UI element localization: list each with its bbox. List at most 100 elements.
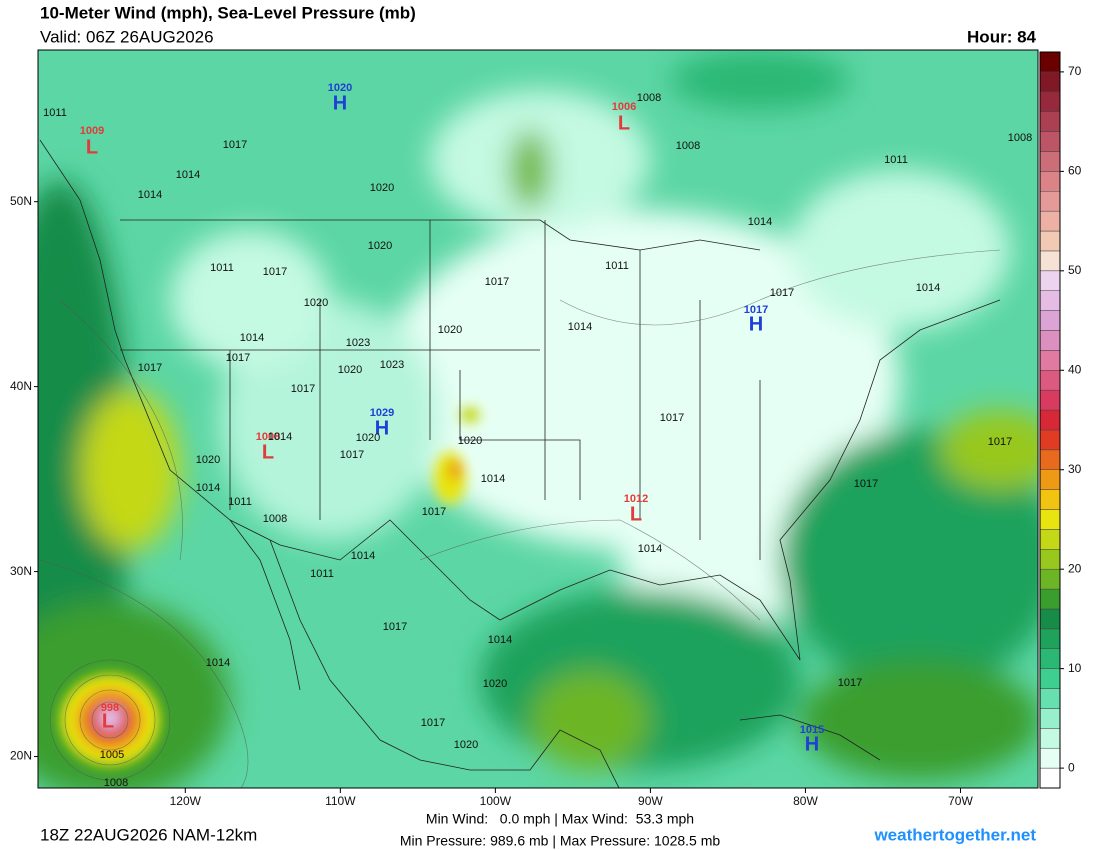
isobar-label: 1017 xyxy=(226,352,250,364)
center-value: 1012 xyxy=(624,493,648,505)
pressure-stats: Min Pressure: 989.6 mb | Max Pressure: 1… xyxy=(400,833,721,849)
colorbar-bin xyxy=(1039,628,1061,650)
isobar-label: 1014 xyxy=(176,169,200,181)
map-frame xyxy=(37,49,1039,789)
colorbar-bin xyxy=(1039,310,1061,331)
isobar-label: 1020 xyxy=(356,432,380,444)
isobar-label: 1008 xyxy=(637,92,661,104)
isobar-label: 1020 xyxy=(438,324,462,336)
colorbar-bin xyxy=(1039,350,1061,371)
isobar-label: 1014 xyxy=(748,216,772,228)
colorbar-bin xyxy=(1039,469,1061,490)
colorbar-bin xyxy=(1039,151,1061,172)
isobars xyxy=(39,249,1001,788)
isobar-label: 1020 xyxy=(454,739,478,751)
colorbar-bin xyxy=(1039,171,1061,192)
center-value: 1015 xyxy=(800,724,824,736)
isobar-label: 1020 xyxy=(368,240,392,252)
colorbar-bin xyxy=(1039,608,1061,630)
site-link[interactable]: weathertogether.net xyxy=(873,825,1036,844)
isobar-label: 1014 xyxy=(488,634,512,646)
center-letter: H xyxy=(375,417,389,439)
isobar-label: 1017 xyxy=(291,383,315,395)
colorbar-bin xyxy=(1039,549,1061,570)
colorbar-tick-label: 60 xyxy=(1068,164,1082,178)
colorbar-tick-label: 50 xyxy=(1068,263,1082,277)
boundaries xyxy=(39,139,1001,788)
isobar-label: 1023 xyxy=(346,337,370,349)
center-value: 998 xyxy=(101,702,119,714)
isobar-label: 1023 xyxy=(380,359,404,371)
center-letter: L xyxy=(262,441,274,463)
isobar-label: 1017 xyxy=(770,287,794,299)
lat-tick-label: 50N xyxy=(10,194,32,208)
wind-maxima xyxy=(60,407,480,766)
colorbar-bin xyxy=(1039,747,1061,769)
lat-tick-label: 20N xyxy=(10,749,32,763)
colorbar-bin xyxy=(1039,71,1061,93)
isobar-label: 1020 xyxy=(304,297,328,309)
colorbar-bin xyxy=(1039,728,1061,749)
lat-tick-label: 40N xyxy=(10,379,32,393)
isobar-label: 1008 xyxy=(1008,132,1032,144)
colorbar-bin xyxy=(1039,568,1061,590)
lon-tick-label: 90W xyxy=(638,794,663,808)
isobar-label: 1020 xyxy=(483,678,507,690)
forecast-hour: Hour: 84 xyxy=(967,27,1037,46)
lon-tick-label: 70W xyxy=(948,794,973,808)
colorbar-bin xyxy=(1039,91,1061,112)
colorbar-bin xyxy=(1039,588,1061,610)
colorbar-bin xyxy=(1039,708,1061,729)
isobar-label: 1014 xyxy=(240,332,264,344)
isobar-label: 1014 xyxy=(196,482,220,494)
colorbar-tick-label: 70 xyxy=(1068,64,1082,78)
axes: 120W 110W 100W 90W 80W 70W 20N 30N 40N 50N xyxy=(10,194,974,808)
isobar-label: 1017 xyxy=(988,436,1012,448)
valid-time: Valid: 06Z 26AUG2026 xyxy=(40,27,214,46)
colorbar-bin xyxy=(1039,230,1061,252)
colorbar-bin xyxy=(1039,688,1061,709)
colorbar-tick-label: 40 xyxy=(1068,362,1082,376)
isobar-label: 1014 xyxy=(268,431,292,443)
isobar-label: 1011 xyxy=(228,496,252,508)
isobar-label: 1014 xyxy=(351,550,375,562)
model-run: 18Z 22AUG2026 NAM-12km xyxy=(40,825,257,844)
wind-stats: Min Wind: 0.0 mph | Max Wind: 53.3 mph xyxy=(426,811,694,827)
colorbar-bin xyxy=(1039,668,1061,689)
colorbar-bin xyxy=(1039,449,1061,470)
colorbar-frame xyxy=(1039,51,1061,789)
colorbar-tick-label: 20 xyxy=(1068,561,1082,575)
colorbar-bin xyxy=(1039,330,1061,351)
isobar-label: 1008 xyxy=(263,513,287,525)
isobar-label: 1014 xyxy=(138,189,162,201)
isobar-label: 1014 xyxy=(568,321,592,333)
isobar-label: 1017 xyxy=(422,506,446,518)
colorbar-bin xyxy=(1039,290,1061,311)
center-letter: H xyxy=(333,92,347,114)
lon-tick-label: 120W xyxy=(170,794,202,808)
isobar-label: 1011 xyxy=(210,262,234,274)
center-letter: L xyxy=(102,710,114,732)
isobar-label: 1020 xyxy=(458,435,482,447)
colorbar-bin xyxy=(1039,767,1061,789)
isobar-label: 1017 xyxy=(383,621,407,633)
pressure-centers: 1009 L 1020 H 1006 L 1017 H 1029 H 1008 … xyxy=(80,82,824,755)
isobar-label: 1005 xyxy=(100,749,124,761)
center-letter: L xyxy=(86,136,98,158)
isobar-label: 1017 xyxy=(138,362,162,374)
colorbar-tick-label: 0 xyxy=(1068,760,1075,774)
center-value: 1009 xyxy=(80,125,104,137)
colorbar-tick-label: 30 xyxy=(1068,462,1082,476)
colorbar-bin xyxy=(1039,409,1061,431)
colorbar-bin xyxy=(1039,131,1061,152)
lon-tick-label: 100W xyxy=(480,794,512,808)
isobar-label: 1017 xyxy=(421,717,445,729)
colorbar-bin xyxy=(1039,51,1061,73)
center-letter: H xyxy=(749,313,763,335)
colorbar-bin xyxy=(1039,270,1061,291)
isobar-label: 1014 xyxy=(638,543,662,555)
lon-tick-label: 110W xyxy=(325,794,356,808)
colorbar-bin xyxy=(1039,429,1061,451)
isobar-label: 1011 xyxy=(43,107,67,119)
